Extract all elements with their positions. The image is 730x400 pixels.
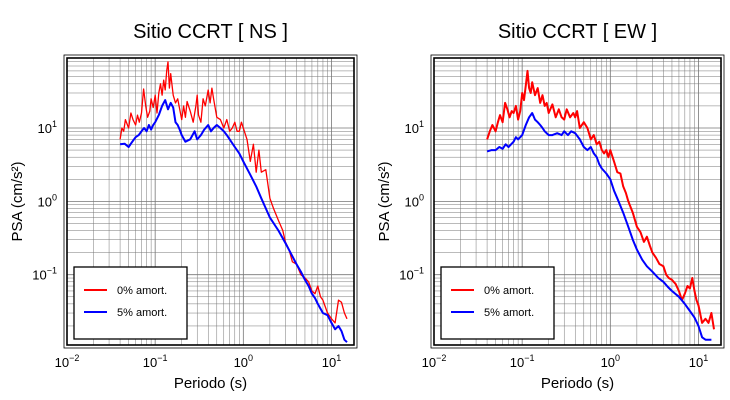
- y-tick-label-exponent: 0: [419, 192, 424, 202]
- x-axis-label: Periodo (s): [174, 375, 247, 392]
- x-tick-label-exponent: 1: [703, 353, 708, 363]
- y-tick-label-exponent: 1: [52, 119, 57, 129]
- x-tick-label-base: 10: [689, 355, 703, 370]
- y-tick-label-base: 10: [38, 121, 52, 136]
- x-tick-label-base: 10: [234, 355, 248, 370]
- y-tick-label-exponent: −1: [47, 266, 57, 276]
- y-tick-label: 100: [38, 192, 57, 209]
- x-tick-label: 100: [234, 353, 253, 370]
- y-tick-label: 10−1: [32, 266, 57, 283]
- y-tick-label-base: 10: [32, 268, 46, 283]
- x-tick-label: 101: [322, 353, 341, 370]
- x-tick-label: 10−2: [55, 353, 80, 370]
- y-tick-label-exponent: −1: [414, 266, 424, 276]
- x-tick-label: 10−2: [422, 353, 447, 370]
- x-tick-label-base: 10: [55, 355, 69, 370]
- x-tick-label-base: 10: [143, 355, 157, 370]
- x-tick-label-exponent: −2: [69, 353, 79, 363]
- y-tick-label: 101: [405, 119, 424, 136]
- chart-title: Sitio CCRT [ NS ]: [133, 21, 288, 43]
- x-tick-label: 10−1: [143, 353, 168, 370]
- y-tick-label-base: 10: [405, 194, 419, 209]
- x-tick-label-base: 10: [322, 355, 336, 370]
- x-tick-label-base: 10: [422, 355, 436, 370]
- legend-box: [73, 266, 188, 340]
- x-tick-label-exponent: −1: [524, 353, 534, 363]
- series-line-0pct: [486, 69, 715, 330]
- legend: 0% amort. 5% amort.: [73, 266, 188, 340]
- chart-title: Sitio CCRT [ EW ]: [498, 21, 657, 43]
- legend-box: [440, 266, 555, 340]
- x-tick-label-exponent: 0: [615, 353, 620, 363]
- y-tick-label-base: 10: [399, 268, 413, 283]
- plot-frame: [66, 57, 355, 346]
- x-axis-label: Periodo (s): [541, 375, 614, 392]
- y-tick-label: 10−1: [399, 266, 424, 283]
- y-axis-label: PSA (cm/s²): [376, 161, 393, 241]
- y-tick-label-base: 10: [405, 121, 419, 136]
- y-tick-label-exponent: 1: [419, 119, 424, 129]
- legend-label: 0% amort.: [117, 285, 167, 297]
- plot-frame: [433, 57, 722, 346]
- y-tick-label-base: 10: [38, 194, 52, 209]
- x-tick-label: 101: [689, 353, 708, 370]
- y-axis-label: PSA (cm/s²): [9, 161, 26, 241]
- plot-frame-outer: [63, 54, 358, 349]
- x-tick-label: 10−1: [510, 353, 535, 370]
- y-tick-label: 100: [405, 192, 424, 209]
- x-tick-label: 100: [601, 353, 620, 370]
- y-tick-label: 101: [38, 119, 57, 136]
- plot-frame-outer: [430, 54, 725, 349]
- x-tick-label-base: 10: [510, 355, 524, 370]
- legend-label: 5% amort.: [117, 307, 167, 319]
- x-tick-label-exponent: 0: [248, 353, 253, 363]
- x-tick-label-exponent: −2: [436, 353, 446, 363]
- x-tick-label-exponent: 1: [336, 353, 341, 363]
- legend-label: 5% amort.: [484, 307, 534, 319]
- series-line-5pct: [486, 112, 712, 341]
- x-tick-label-base: 10: [601, 355, 615, 370]
- legend-label: 0% amort.: [484, 285, 534, 297]
- y-tick-label-exponent: 0: [52, 192, 57, 202]
- gridlines-0: [66, 57, 354, 345]
- legend: 0% amort. 5% amort.: [440, 266, 555, 340]
- series-line-5pct: [119, 99, 348, 343]
- x-tick-label-exponent: −1: [157, 353, 167, 363]
